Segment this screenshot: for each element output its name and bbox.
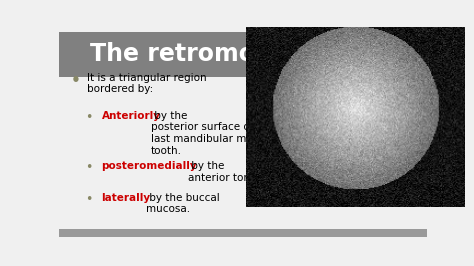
Text: The retromolar trigone: The retromolar trigone <box>90 43 396 66</box>
Text: by the buccal
mucosa.: by the buccal mucosa. <box>146 193 219 214</box>
Text: by the
posterior surface of the
last mandibular molar
tooth.: by the posterior surface of the last man… <box>151 111 274 156</box>
FancyBboxPatch shape <box>59 228 427 237</box>
Text: laterally: laterally <box>101 193 151 203</box>
Text: Anteriorly: Anteriorly <box>101 111 161 121</box>
Text: It is a triangular region
bordered by:: It is a triangular region bordered by: <box>87 73 206 94</box>
Text: by the
anterior tonsillar pillar,: by the anterior tonsillar pillar, <box>188 161 308 182</box>
Text: •: • <box>85 161 92 174</box>
FancyBboxPatch shape <box>59 32 427 77</box>
Text: posteromedially: posteromedially <box>101 161 197 171</box>
Text: •: • <box>85 111 92 124</box>
Text: •: • <box>70 73 80 88</box>
Text: •: • <box>85 193 92 206</box>
